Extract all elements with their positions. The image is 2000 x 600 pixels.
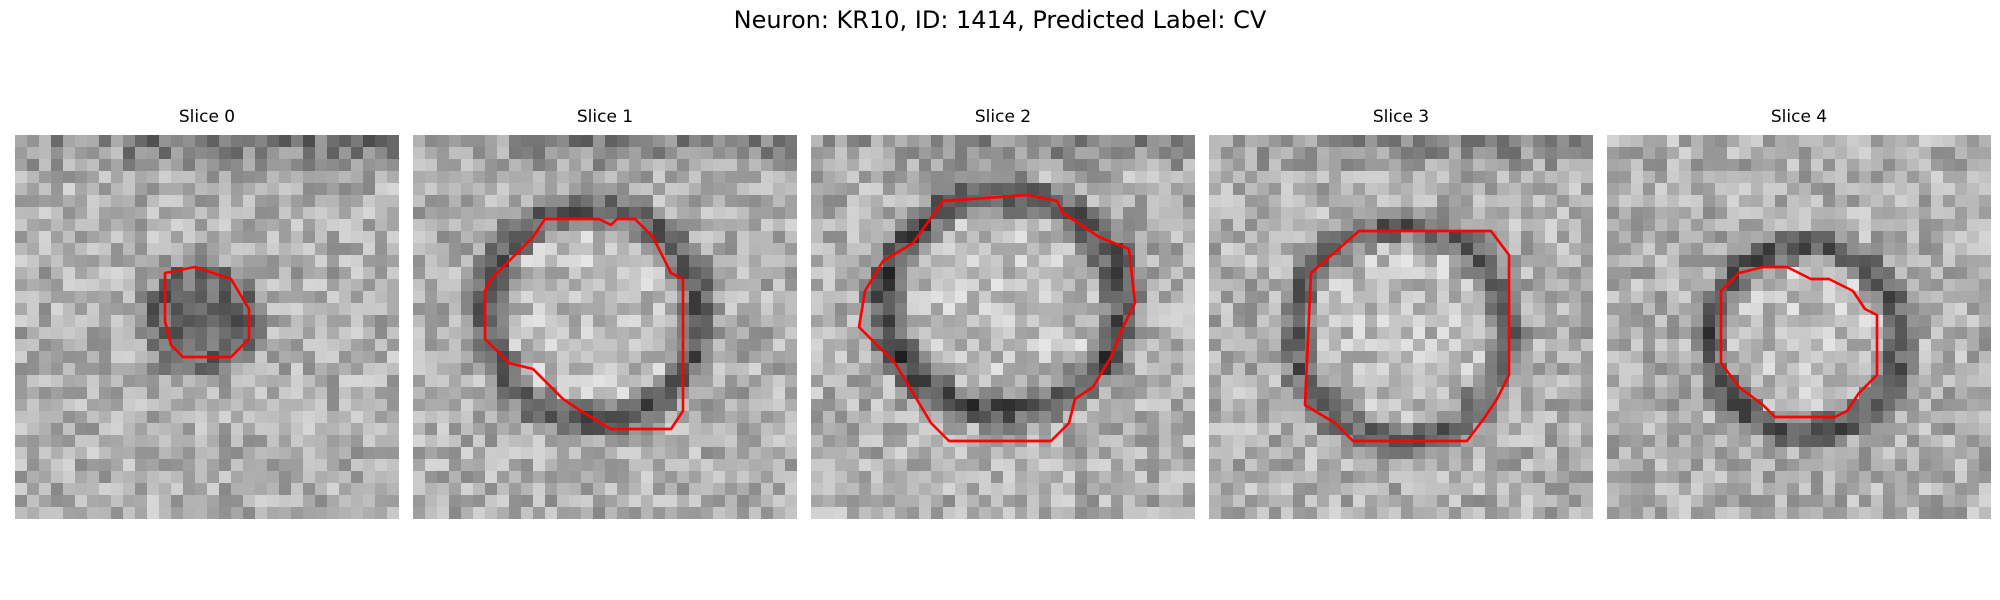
slice-title: Slice 2 xyxy=(974,107,1032,127)
slice-title: Slice 1 xyxy=(576,107,634,127)
segmentation-contour xyxy=(483,217,685,431)
slice-title: Slice 0 xyxy=(178,107,236,127)
slice-image-4 xyxy=(1607,135,1991,519)
slice-image-0 xyxy=(15,135,399,519)
slice-image-2 xyxy=(811,135,1195,519)
segmentation-contour xyxy=(1303,229,1511,443)
slice-image-3 xyxy=(1209,135,1593,519)
segmentation-contour xyxy=(163,265,251,359)
segmentation-contour xyxy=(857,193,1137,443)
segmentation-contour xyxy=(1719,265,1879,419)
slice-title: Slice 4 xyxy=(1770,107,1828,127)
slice-title: Slice 3 xyxy=(1372,107,1430,127)
slice-image-1 xyxy=(413,135,797,519)
figure-title: Neuron: KR10, ID: 1414, Predicted Label:… xyxy=(733,6,1267,34)
